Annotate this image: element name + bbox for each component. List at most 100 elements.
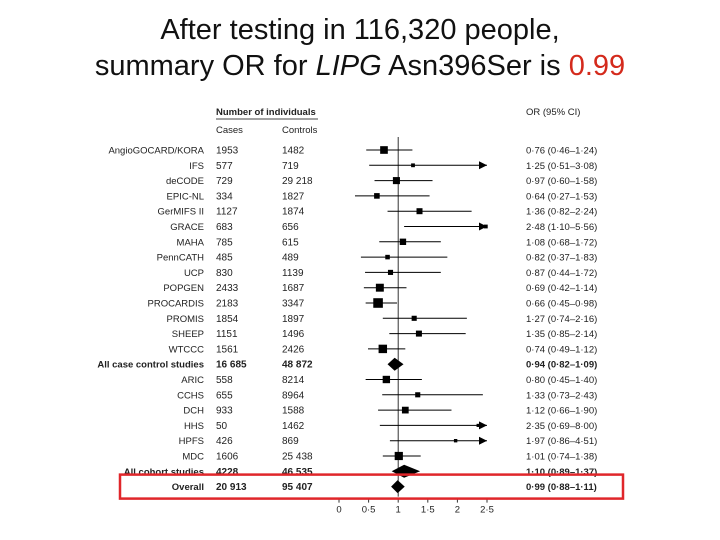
point-estimate-hhs [476, 423, 480, 427]
cases-decode: 729 [216, 176, 233, 187]
ci-arrow-hhs [479, 421, 487, 430]
point-estimate-grace [483, 224, 488, 229]
controls-wtccc: 2426 [282, 344, 305, 355]
cases-aric: 558 [216, 375, 233, 386]
or-ci-hpfs: 1·97 (0·86–4·51) [526, 436, 597, 447]
cases-cchs: 655 [216, 390, 233, 401]
point-estimate-promis [411, 315, 417, 321]
cases-dch: 933 [216, 406, 233, 417]
controls-mdc: 25 438 [282, 452, 313, 463]
controls-all-case-control-studies: 48 872 [282, 360, 313, 371]
controls-sheep: 1496 [282, 329, 305, 340]
cases-overall: 20 913 [216, 482, 247, 493]
controls-decode: 29 218 [282, 176, 313, 187]
cases-popgen: 2433 [216, 283, 239, 294]
point-estimate-epic-nl [374, 193, 380, 199]
study-label-procardis: PROCARDIS [148, 299, 204, 310]
study-label-dch: DCH [183, 406, 204, 417]
study-label-angiogocard-kora: AngioGOCARD/KORA [108, 146, 204, 157]
x-tick-label-1: 0·5 [362, 505, 376, 516]
x-tick-label-2: 1 [396, 505, 401, 516]
cases-maha: 785 [216, 237, 233, 248]
x-tick-label-4: 2 [455, 505, 460, 516]
point-estimate-penncath [385, 254, 390, 260]
slide-title: After testing in 116,320 people, summary… [0, 12, 720, 84]
point-estimate-maha [399, 238, 407, 245]
controls-popgen: 1687 [282, 283, 305, 294]
or-ci-all-case-control-studies: 0·94 (0·82–1·09) [526, 360, 597, 371]
controls-epic-nl: 1827 [282, 191, 305, 202]
controls-all-cohort-studies: 46 535 [282, 467, 313, 478]
x-tick-label-0: 0 [336, 505, 341, 516]
or-ci-germifs-ii: 1·36 (0·82–2·24) [526, 207, 597, 218]
header-or: OR (95% CI) [526, 107, 580, 118]
controls-promis: 1897 [282, 314, 305, 325]
cases-penncath: 485 [216, 253, 233, 264]
controls-procardis: 3347 [282, 299, 305, 310]
point-estimate-angiogocard-kora [380, 146, 388, 154]
cases-procardis: 2183 [216, 299, 239, 310]
study-label-epic-nl: EPIC-NL [167, 191, 204, 202]
point-estimate-hpfs [453, 439, 458, 443]
summary-diamond-overall [391, 480, 405, 494]
or-ci-epic-nl: 0·64 (0·27–1·53) [526, 191, 597, 202]
study-label-mdc: MDC [182, 452, 204, 463]
or-ci-overall: 0·99 (0·88–1·11) [526, 482, 597, 493]
study-label-maha: MAHA [177, 237, 205, 248]
controls-hhs: 1462 [282, 421, 305, 432]
study-label-aric: ARIC [181, 375, 204, 386]
point-estimate-aric [382, 375, 391, 384]
x-tick-label-5: 2·5 [480, 505, 494, 516]
study-label-germifs-ii: GerMIFS II [158, 207, 204, 218]
or-ci-mdc: 1·01 (0·74–1·38) [526, 452, 597, 463]
title-line-1: After testing in 116,320 people, [160, 14, 560, 46]
point-estimate-wtccc [378, 344, 388, 354]
or-ci-grace: 2·48 (1·10–5·56) [526, 222, 597, 233]
controls-germifs-ii: 1874 [282, 207, 305, 218]
cases-epic-nl: 334 [216, 191, 233, 202]
controls-overall: 95 407 [282, 482, 313, 493]
controls-maha: 615 [282, 237, 299, 248]
cases-all-cohort-studies: 4228 [216, 467, 239, 478]
or-ci-all-cohort-studies: 1·10 (0·89–1·37) [526, 467, 597, 478]
controls-dch: 1588 [282, 406, 305, 417]
study-label-popgen: POPGEN [163, 283, 204, 294]
controls-hpfs: 869 [282, 436, 299, 447]
or-ci-sheep: 1·35 (0·85–2·14) [526, 329, 597, 340]
study-label-overall: Overall [172, 482, 204, 493]
cases-ucp: 830 [216, 268, 233, 279]
or-ci-penncath: 0·82 (0·37–1·83) [526, 253, 597, 264]
summary-diamond-all-case-control-studies [387, 357, 404, 371]
ci-arrow-ifs [479, 161, 487, 170]
study-label-sheep: SHEEP [172, 329, 204, 340]
title-gene: LIPG [315, 50, 382, 82]
overall-highlight-box [118, 473, 625, 500]
controls-cchs: 8964 [282, 390, 305, 401]
ci-arrow-hpfs [479, 436, 487, 445]
cases-hpfs: 426 [216, 436, 233, 447]
point-estimate-procardis [373, 298, 383, 308]
cases-wtccc: 1561 [216, 344, 239, 355]
study-label-ifs: IFS [189, 161, 204, 172]
or-ci-aric: 0·80 (0·45–1·40) [526, 375, 597, 386]
cases-sheep: 1151 [216, 329, 238, 340]
or-ci-decode: 0·97 (0·60–1·58) [526, 176, 597, 187]
point-estimate-germifs-ii [416, 208, 423, 215]
point-estimate-popgen [375, 283, 384, 292]
x-tick-label-3: 1·5 [421, 505, 435, 516]
title-value: 0.99 [568, 50, 626, 82]
study-label-wtccc: WTCCC [169, 344, 204, 355]
cases-all-case-control-studies: 16 685 [216, 360, 247, 371]
controls-ifs: 719 [282, 161, 299, 172]
study-label-decode: deCODE [166, 176, 204, 187]
study-label-promis: PROMIS [167, 314, 204, 325]
study-label-grace: GRACE [170, 222, 204, 233]
or-ci-dch: 1·12 (0·66–1·90) [526, 406, 597, 417]
or-ci-ifs: 1·25 (0·51–3·08) [526, 161, 597, 172]
header-number-of-individuals: Number of individuals [216, 107, 316, 118]
point-estimate-decode [392, 177, 400, 185]
cases-grace: 683 [216, 222, 233, 233]
study-label-all-cohort-studies: All cohort studies [124, 467, 204, 478]
controls-angiogocard-kora: 1482 [282, 146, 305, 157]
